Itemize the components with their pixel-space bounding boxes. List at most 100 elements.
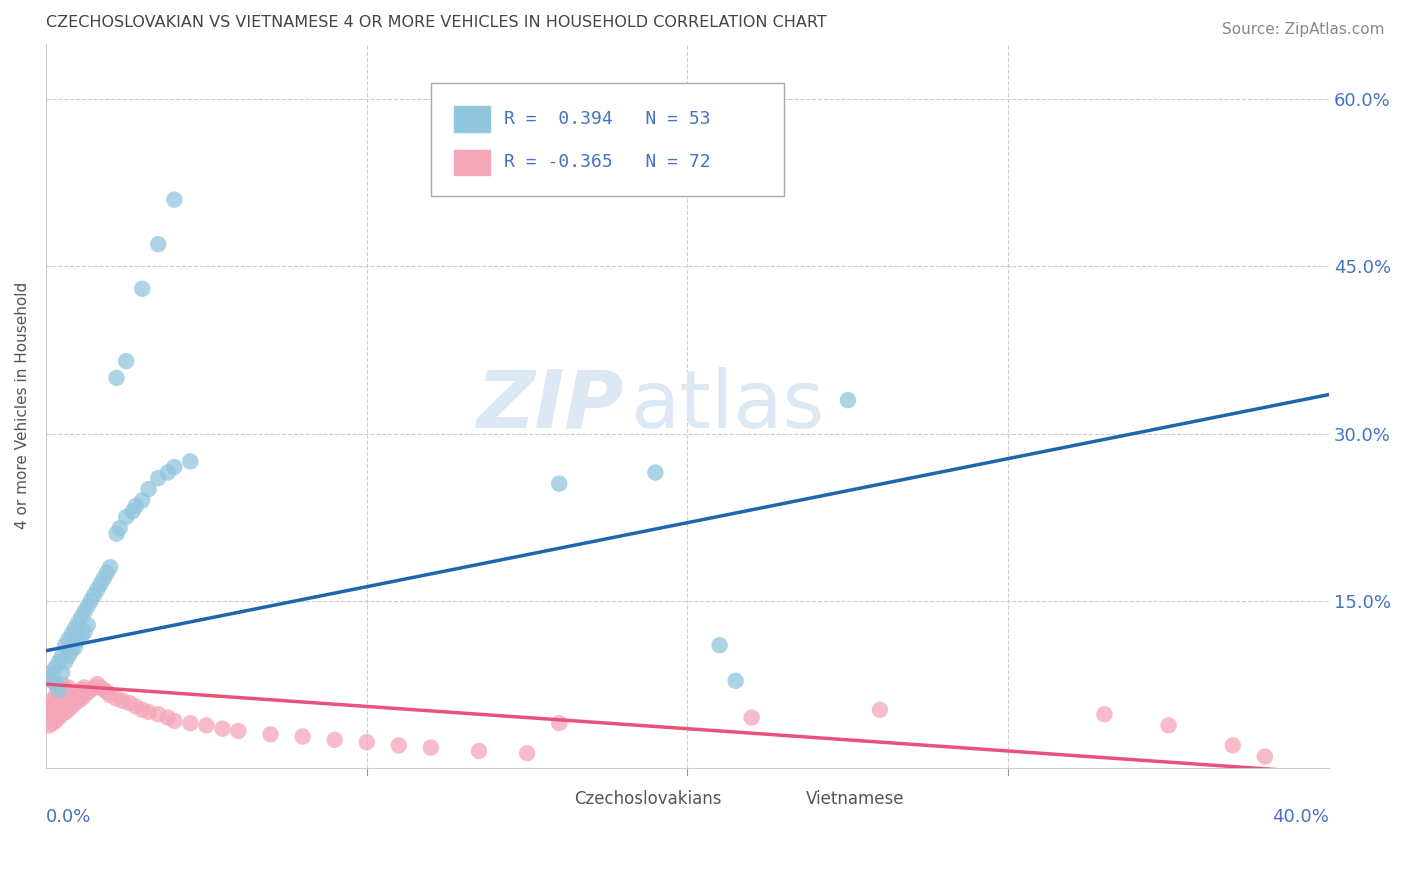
Point xyxy=(89,577,111,591)
Point xyxy=(45,714,67,728)
Point xyxy=(70,610,93,624)
Point xyxy=(67,685,90,699)
Point xyxy=(58,703,80,717)
Point xyxy=(111,694,134,708)
Point xyxy=(93,682,115,697)
Point xyxy=(156,466,179,480)
Point xyxy=(105,526,128,541)
Point xyxy=(323,732,346,747)
Point xyxy=(45,660,67,674)
Point xyxy=(51,707,73,722)
Point xyxy=(73,624,96,639)
Point xyxy=(179,454,201,468)
Point xyxy=(58,632,80,647)
Point xyxy=(148,471,170,485)
Point xyxy=(1222,739,1244,753)
Point xyxy=(51,677,73,691)
Point xyxy=(45,696,67,710)
Point xyxy=(125,499,148,513)
Point xyxy=(96,566,118,580)
Point xyxy=(125,699,148,714)
Point xyxy=(148,707,170,722)
Text: Vietnamese: Vietnamese xyxy=(806,789,904,808)
Point xyxy=(86,582,108,597)
Point xyxy=(48,694,70,708)
Bar xyxy=(453,105,491,133)
Point xyxy=(195,718,218,732)
Point xyxy=(58,681,80,695)
Point xyxy=(96,685,118,699)
Point xyxy=(41,707,63,722)
Point xyxy=(108,521,131,535)
Point xyxy=(80,682,103,697)
Point xyxy=(38,710,60,724)
Point xyxy=(76,599,98,614)
Point xyxy=(41,694,63,708)
Point xyxy=(115,510,138,524)
Point xyxy=(179,716,201,731)
Point xyxy=(53,638,76,652)
Text: Source: ZipAtlas.com: Source: ZipAtlas.com xyxy=(1222,22,1385,37)
Point xyxy=(709,638,731,652)
Text: CZECHOSLOVAKIAN VS VIETNAMESE 4 OR MORE VEHICLES IN HOUSEHOLD CORRELATION CHART: CZECHOSLOVAKIAN VS VIETNAMESE 4 OR MORE … xyxy=(46,15,827,30)
Point xyxy=(1157,718,1180,732)
Point xyxy=(118,696,141,710)
Point xyxy=(51,649,73,664)
FancyBboxPatch shape xyxy=(430,84,783,195)
Point xyxy=(53,655,76,669)
Point xyxy=(83,681,105,695)
Point xyxy=(138,482,160,496)
Point xyxy=(516,746,538,760)
Point xyxy=(48,682,70,697)
Point xyxy=(58,649,80,664)
Point xyxy=(53,696,76,710)
Point xyxy=(41,716,63,731)
Point xyxy=(67,615,90,630)
Point xyxy=(89,681,111,695)
Point xyxy=(138,705,160,719)
Point xyxy=(86,677,108,691)
Point xyxy=(741,710,763,724)
Point xyxy=(73,681,96,695)
Point xyxy=(83,588,105,602)
Point xyxy=(228,723,250,738)
Point xyxy=(48,703,70,717)
Point xyxy=(156,710,179,724)
Point xyxy=(48,655,70,669)
Point xyxy=(76,685,98,699)
Point xyxy=(45,677,67,691)
Point xyxy=(1254,749,1277,764)
Point xyxy=(38,666,60,681)
Bar xyxy=(770,789,799,809)
Text: 0.0%: 0.0% xyxy=(46,807,91,825)
Point xyxy=(38,718,60,732)
Point xyxy=(70,629,93,643)
Point xyxy=(60,644,83,658)
Point xyxy=(131,282,153,296)
Point xyxy=(163,193,186,207)
Point xyxy=(548,716,571,731)
Text: ZIP: ZIP xyxy=(477,367,623,445)
Point xyxy=(121,504,143,518)
Point xyxy=(98,560,121,574)
Point xyxy=(211,722,233,736)
Point xyxy=(53,705,76,719)
Point xyxy=(548,476,571,491)
Point xyxy=(41,673,63,688)
Point xyxy=(163,459,186,474)
Point xyxy=(93,571,115,585)
Point xyxy=(724,673,747,688)
Point xyxy=(48,682,70,697)
Point xyxy=(48,710,70,724)
Point xyxy=(41,699,63,714)
Point xyxy=(60,627,83,641)
Point xyxy=(837,393,859,408)
Point xyxy=(163,714,186,728)
Point xyxy=(105,371,128,385)
Point xyxy=(869,703,891,717)
Point xyxy=(291,730,314,744)
Point xyxy=(356,735,378,749)
Text: R =  0.394   N = 53: R = 0.394 N = 53 xyxy=(503,110,710,128)
Text: atlas: atlas xyxy=(630,367,824,445)
Point xyxy=(41,669,63,683)
